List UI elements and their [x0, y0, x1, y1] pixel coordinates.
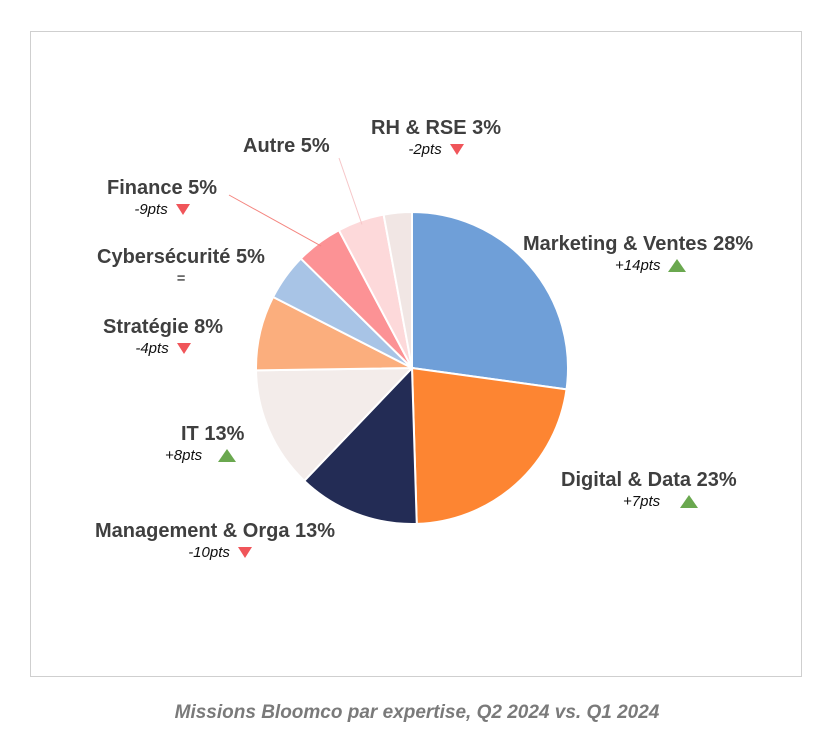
label-it: IT 13% +8pts: [165, 423, 245, 464]
pie-slice-marketing-ventes: [411, 210, 569, 391]
chart-frame: Marketing & Ventes 28% +14pts Digital & …: [30, 31, 802, 677]
label-strategie: Stratégie 8% -4pts: [103, 316, 224, 357]
leader-line-finance: [228, 194, 322, 247]
label-cybersecurite: Cybersécurité 5% =: [97, 246, 265, 287]
pie-slice-management-orga: [302, 365, 418, 525]
pie-slice-rh-rse: [382, 210, 413, 369]
down-arrow-icon: [449, 144, 464, 156]
down-arrow-icon: [237, 547, 252, 559]
label-finance: Finance 5% -9pts: [107, 177, 218, 218]
label-management-orga: Management & Orga 13% -10pts: [95, 520, 336, 561]
leader-line-autre: [338, 157, 363, 225]
up-arrow-icon: [668, 259, 687, 273]
down-arrow-icon: [175, 204, 190, 216]
pie-slice-digital-data: [410, 366, 568, 525]
label-autre: Autre 5%: [243, 135, 330, 157]
up-arrow-icon: [680, 495, 699, 509]
pie-slice-it: [255, 366, 415, 483]
up-arrow-icon: [218, 449, 237, 463]
chart-caption: Missions Bloomco par expertise, Q2 2024 …: [174, 702, 660, 723]
label-digital-data: Digital & Data 23% +7pts: [561, 469, 737, 510]
pie-chart: [228, 157, 569, 525]
label-marketing-ventes: Marketing & Ventes 28% +14pts: [523, 233, 754, 274]
down-arrow-icon: [176, 343, 191, 355]
label-rh-rse: RH & RSE 3% -2pts: [371, 117, 502, 158]
